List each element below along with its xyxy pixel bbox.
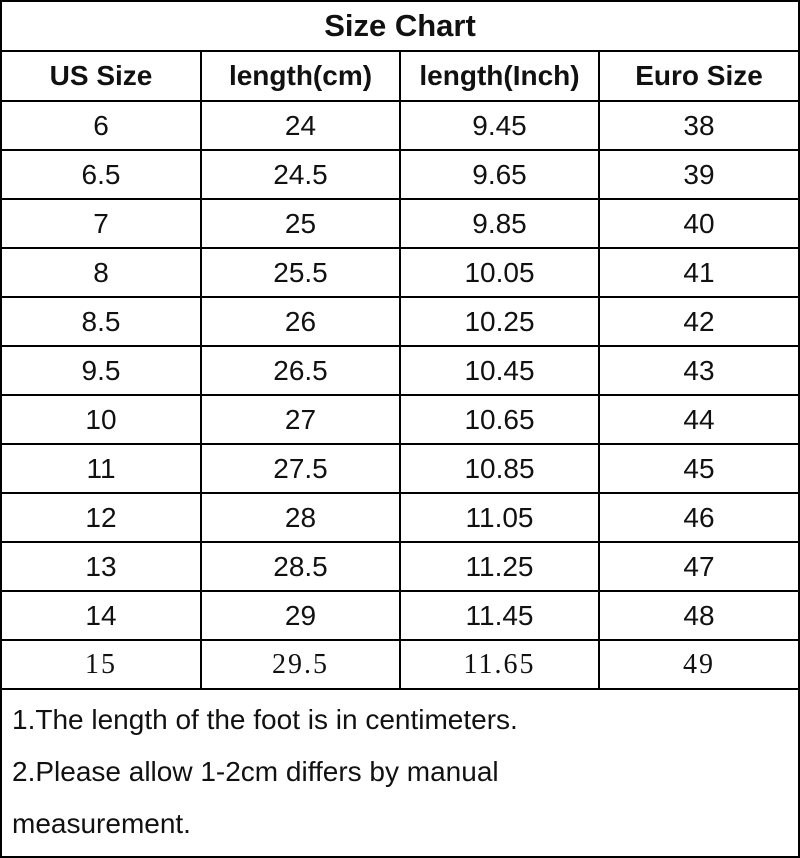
table-cell: 49 — [598, 639, 798, 690]
table-cell: 48 — [598, 590, 798, 641]
table-cell: 10 — [2, 394, 202, 445]
table-cell: 10.45 — [399, 345, 600, 396]
table-cell: 11.05 — [399, 492, 600, 543]
table-cell: 9.5 — [2, 345, 202, 396]
table-cell: 11.65 — [399, 639, 600, 690]
table-cell: 40 — [598, 198, 798, 249]
table-row: 6 24 9.45 38 — [2, 101, 798, 151]
table-cell: 11 — [2, 443, 202, 494]
table-cell: 6.5 — [2, 149, 202, 200]
table-cell: 9.65 — [399, 149, 600, 200]
table-cell: 10.85 — [399, 443, 600, 494]
table-body: 6 24 9.45 38 6.5 24.5 9.65 39 7 25 9.85 40 8 25.5 10.0… — [2, 101, 798, 690]
column-header: Euro Size — [598, 50, 798, 102]
table-head: Size Chart US Size length(cm) length(Inch)… — [2, 2, 798, 102]
table-row: 11 27.5 10.85 45 — [2, 443, 798, 494]
table-cell: 9.85 — [399, 198, 600, 249]
table-cell: 25 — [200, 198, 401, 249]
table-cell: 14 — [2, 590, 202, 641]
title-row: Size Chart — [2, 2, 798, 52]
header-row: US Size length(cm) length(Inch) Euro Size — [2, 50, 798, 102]
table-row: 15 29.5 11.65 49 — [2, 639, 798, 690]
table-row: 8 25.5 10.05 41 — [2, 247, 798, 298]
table-cell: 28.5 — [200, 541, 401, 592]
table-row: 9.5 26.5 10.45 43 — [2, 345, 798, 396]
table-cell: 26.5 — [200, 345, 401, 396]
table-cell: 41 — [598, 247, 798, 298]
table-cell: 28 — [200, 492, 401, 543]
table-cell: 15 — [2, 639, 202, 690]
column-header: length(Inch) — [399, 50, 600, 102]
table-row: 8.5 26 10.25 42 — [2, 296, 798, 347]
table-cell: 26 — [200, 296, 401, 347]
notes: 1.The length of the foot is in centimete… — [2, 690, 798, 850]
table-cell: 13 — [2, 541, 202, 592]
table-cell: 45 — [598, 443, 798, 494]
table-cell: 6 — [2, 101, 202, 151]
table-cell: 43 — [598, 345, 798, 396]
table-cell: 29 — [200, 590, 401, 641]
table-cell: 7 — [2, 198, 202, 249]
table-cell: 27.5 — [200, 443, 401, 494]
table-cell: 47 — [598, 541, 798, 592]
table-cell: 29.5 — [200, 639, 401, 690]
table-cell: 11.45 — [399, 590, 600, 641]
table-cell: 10.65 — [399, 394, 600, 445]
note: 1.The length of the foot is in centimete… — [12, 704, 518, 735]
table-cell: 8.5 — [2, 296, 202, 347]
table-cell: 8 — [2, 247, 202, 298]
table-cell: 39 — [598, 149, 798, 200]
table-row: 13 28.5 11.25 47 — [2, 541, 798, 592]
table-row: 7 25 9.85 40 — [2, 198, 798, 249]
table-cell: 27 — [200, 394, 401, 445]
table-title: Size Chart — [2, 2, 798, 52]
table-cell: 10.25 — [399, 296, 600, 347]
table-cell: 24.5 — [200, 149, 401, 200]
table-row: 14 29 11.45 48 — [2, 590, 798, 641]
table-cell: 38 — [598, 101, 798, 151]
column-header: US Size — [2, 50, 202, 102]
table-cell: 9.45 — [399, 101, 600, 151]
table-cell: 25.5 — [200, 247, 401, 298]
column-header: length(cm) — [200, 50, 401, 102]
table-cell: 10.05 — [399, 247, 600, 298]
table-row: 6.5 24.5 9.65 39 — [2, 149, 798, 200]
table-cell: 42 — [598, 296, 798, 347]
table-cell: 11.25 — [399, 541, 600, 592]
size-table: Size Chart US Size length(cm) length(Inch)… — [2, 2, 798, 690]
table-cell: 44 — [598, 394, 798, 445]
table-cell: 46 — [598, 492, 798, 543]
table-row: 12 28 11.05 46 — [2, 492, 798, 543]
note: 2.Please allow 1-2cm differs by manual m… — [12, 756, 499, 839]
table-row: 10 27 10.65 44 — [2, 394, 798, 445]
table-cell: 12 — [2, 492, 202, 543]
table-cell: 24 — [200, 101, 401, 151]
